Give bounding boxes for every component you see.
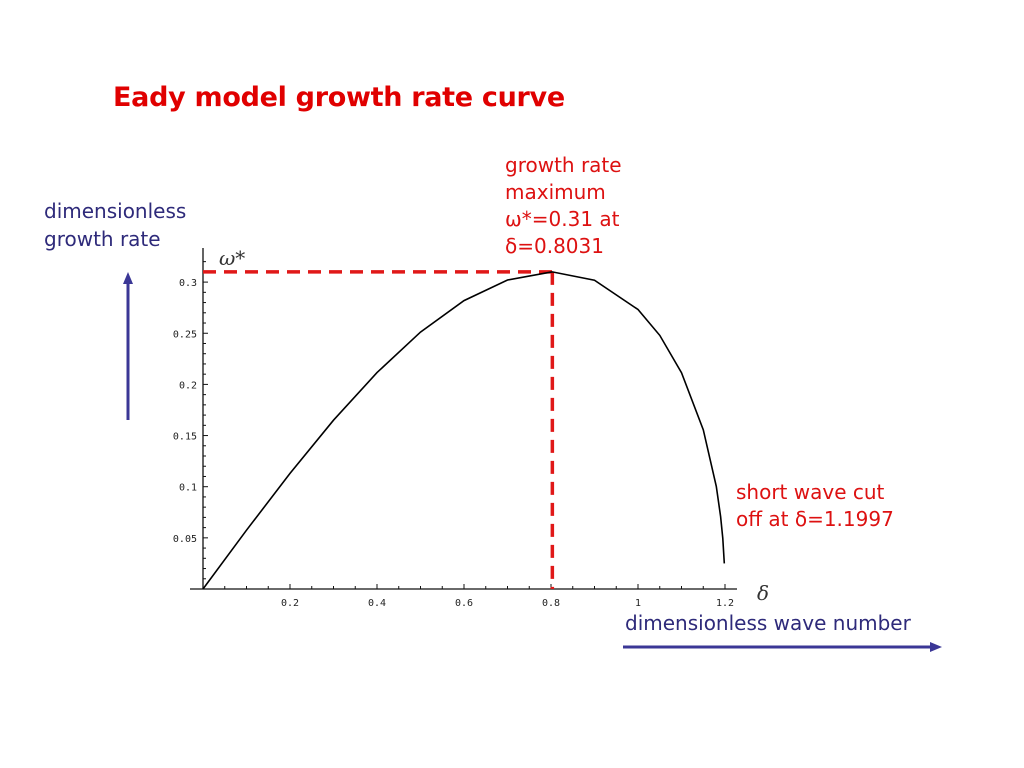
- axes: 0.2 0.4 0.6 0.8 1 1.2 0.05 0.1 0.15 0.2 0.25 0.3: [173, 248, 737, 609]
- cutoff-annotation-line: off at δ=1.1997: [736, 507, 894, 531]
- y-tick-label: 0.25: [173, 329, 197, 340]
- max-annotation-line: growth rate: [505, 153, 622, 177]
- x-arrow-icon: [623, 642, 942, 652]
- max-annotation-line: δ=0.8031: [505, 234, 604, 258]
- max-annotation-line: ω*=0.31 at: [505, 207, 620, 231]
- cutoff-annotation-line: short wave cut: [736, 480, 885, 504]
- chart-title: Eady model growth rate curve: [113, 82, 565, 113]
- x-tick-label: 0.8: [542, 598, 560, 609]
- y-arrow-label-line: growth rate: [44, 227, 161, 251]
- y-tick-label: 0.2: [179, 380, 197, 391]
- x-tick-label: 1.2: [716, 598, 734, 609]
- x-tick-label: 0.6: [455, 598, 473, 609]
- growth-rate-curve: [202, 271, 726, 590]
- y-axis-symbol: ω*: [219, 246, 245, 270]
- max-annotation: growth rate maximum ω*=0.31 at δ=0.8031: [505, 152, 622, 260]
- x-axis-symbol: δ: [757, 581, 769, 605]
- y-tick-label: 0.15: [173, 432, 197, 443]
- y-tick-label: 0.1: [179, 483, 197, 494]
- max-annotation-line: maximum: [505, 180, 606, 204]
- x-tick-label: 1: [635, 598, 641, 609]
- x-tick-label: 0.2: [281, 598, 299, 609]
- y-arrow-icon: [123, 272, 133, 420]
- cutoff-annotation: short wave cut off at δ=1.1997: [736, 479, 894, 533]
- x-tick-label: 0.4: [368, 598, 386, 609]
- x-arrow-label: dimensionless wave number: [625, 609, 911, 637]
- y-arrow-label: dimensionless growth rate: [44, 197, 186, 253]
- y-arrow-label-line: dimensionless: [44, 199, 187, 223]
- y-tick-label: 0.05: [173, 534, 197, 545]
- x-arrow-label-text: dimensionless wave number: [625, 611, 911, 635]
- dashed-guides: [203, 270, 555, 589]
- y-tick-label: 0.3: [179, 278, 197, 289]
